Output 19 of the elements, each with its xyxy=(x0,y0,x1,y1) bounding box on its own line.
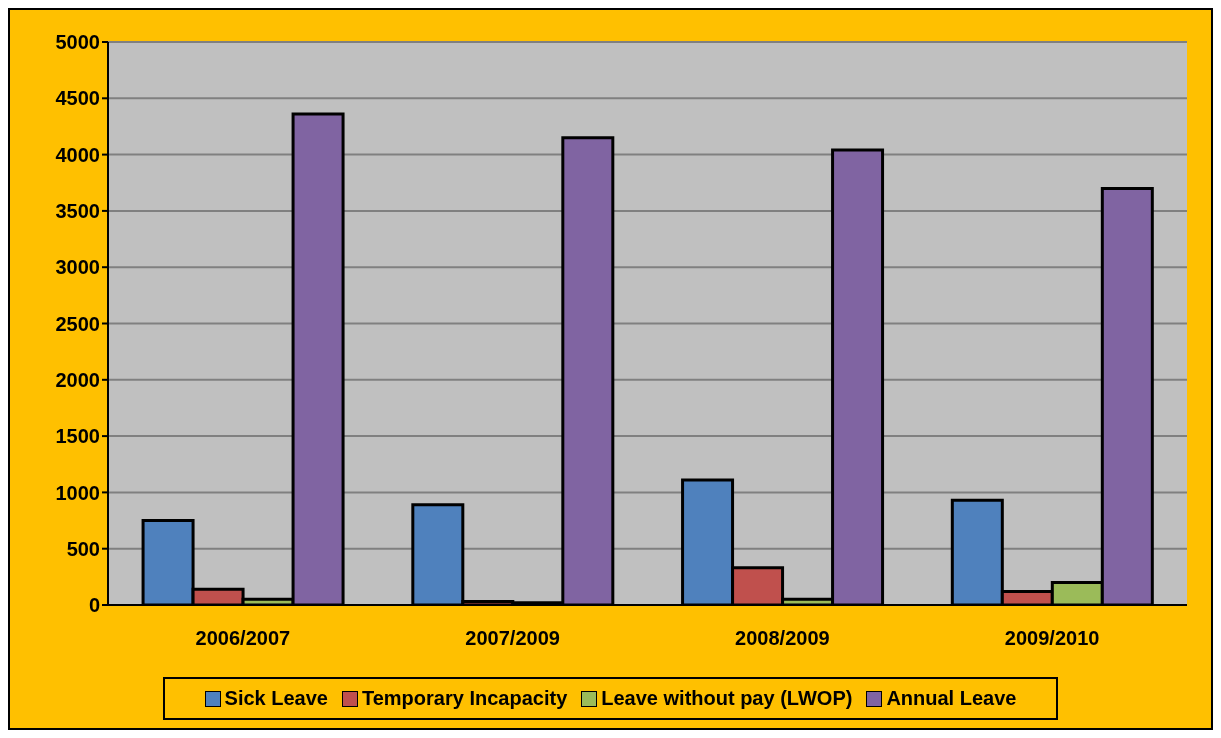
x-tick-label: 2008/2009 xyxy=(735,627,830,650)
x-tick-label: 2009/2010 xyxy=(1004,627,1100,650)
legend-label: Sick Leave xyxy=(223,687,328,710)
y-tick-label: 1000 xyxy=(55,481,100,504)
legend-label: Leave without pay (LWOP) xyxy=(600,687,853,710)
y-tick-label: 5000 xyxy=(55,31,100,54)
y-tick-label: 3000 xyxy=(55,256,100,279)
y-tick-label: 4500 xyxy=(55,87,100,110)
x-tick-label: 2007/2009 xyxy=(465,627,560,650)
y-tick-label: 2500 xyxy=(55,312,100,335)
y-tick-label: 4000 xyxy=(55,143,100,166)
x-tick-label: 2006/2007 xyxy=(195,627,291,650)
y-tick-label: 2000 xyxy=(55,368,100,391)
y-tick-label: 0 xyxy=(88,594,100,617)
legend-label: Temporary Incapacity xyxy=(361,687,568,710)
legend-label: Annual Leave xyxy=(885,687,1017,710)
y-tick-label: 3500 xyxy=(55,200,100,222)
y-tick-label: 500 xyxy=(66,537,100,560)
y-tick-label: 1500 xyxy=(55,425,100,448)
